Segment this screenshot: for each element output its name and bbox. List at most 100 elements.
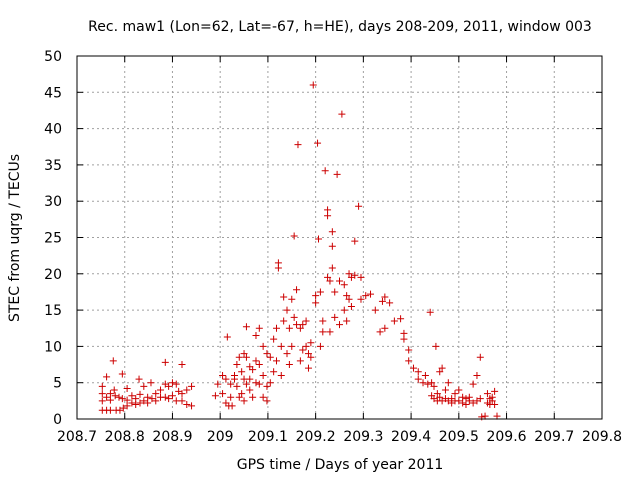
data-point-marker (157, 386, 165, 394)
data-point-marker (351, 271, 359, 279)
data-point-marker (362, 292, 370, 300)
y-tick-label: 50 (44, 49, 62, 65)
data-point-marker (307, 339, 315, 347)
data-point-marker (161, 358, 169, 366)
data-point-marker (367, 290, 375, 298)
data-point-marker (106, 390, 114, 398)
data-point-marker (255, 324, 263, 332)
data-point-marker (324, 273, 332, 281)
data-point-marker (314, 139, 322, 147)
data-point-marker (273, 324, 280, 332)
data-point-marker (165, 395, 173, 403)
data-point-marker (259, 371, 267, 379)
data-point-marker (491, 387, 499, 395)
x-tick-label: 209.6 (486, 429, 526, 445)
data-point-marker (476, 395, 484, 403)
data-point-marker (136, 390, 144, 398)
data-point-marker (409, 364, 417, 372)
data-point-marker (315, 235, 322, 243)
data-point-marker (115, 393, 123, 401)
data-point-marker (419, 379, 427, 387)
x-tick-label: 209.8 (582, 429, 622, 445)
data-point-marker (421, 371, 429, 379)
data-point-marker (183, 400, 191, 408)
data-point-marker (222, 399, 230, 407)
x-tick-label: 209 (207, 429, 234, 445)
data-point-marker (178, 361, 186, 369)
data-point-marker (238, 368, 246, 376)
data-point-marker (333, 170, 341, 178)
data-point-marker (309, 81, 317, 89)
data-point-marker (227, 393, 235, 401)
data-point-marker (465, 397, 473, 405)
x-tick-label: 208.9 (152, 429, 192, 445)
x-tick-label: 208.8 (105, 429, 145, 445)
data-point-marker (345, 270, 353, 278)
data-point-marker (444, 379, 452, 387)
data-point-marker (304, 364, 312, 372)
y-tick-label: 0 (53, 412, 62, 428)
data-point-marker (152, 397, 160, 405)
data-point-marker (430, 382, 438, 390)
data-point-marker (343, 292, 351, 300)
data-point-marker (426, 308, 434, 316)
data-point-marker (148, 395, 156, 403)
data-point-marker (285, 324, 293, 332)
data-point-marker (405, 346, 413, 354)
data-point-marker (233, 361, 241, 369)
data-point-marker (259, 342, 267, 350)
data-point-marker (432, 342, 440, 350)
data-point-marker (227, 380, 235, 388)
data-point-marker (436, 368, 444, 376)
data-point-marker (242, 353, 250, 361)
data-point-marker (378, 297, 386, 305)
data-point-marker (386, 299, 394, 307)
data-point-marker (128, 399, 136, 407)
data-point-marker (326, 328, 334, 336)
data-point-marker (459, 399, 467, 407)
data-point-marker (235, 393, 243, 401)
data-point-marker (249, 393, 257, 401)
data-point-marker (340, 281, 348, 289)
grid-lines (77, 56, 602, 419)
data-point-marker (302, 317, 310, 325)
y-axis-title: STEC from uqrg / TECUs (7, 154, 23, 322)
y-tick-label: 5 (53, 376, 62, 392)
axis-ticks (76, 55, 603, 420)
data-point-marker (128, 392, 136, 400)
data-point-marker (304, 350, 312, 358)
data-point-marker (255, 361, 263, 369)
data-point-marker (270, 335, 278, 343)
x-tick-label: 209.3 (343, 429, 383, 445)
data-point-marker (438, 364, 446, 372)
data-point-marker (355, 202, 363, 210)
data-point-marker (451, 390, 459, 398)
data-point-marker (119, 404, 127, 412)
data-point-marker (290, 232, 298, 240)
data-point-marker (381, 324, 389, 332)
data-point-marker (123, 385, 131, 393)
data-point-marker (338, 110, 346, 118)
data-point-marker (255, 380, 263, 388)
y-tick-label: 30 (44, 194, 62, 210)
data-point-marker (252, 357, 260, 365)
data-point-marker (414, 368, 422, 376)
data-point-marker (331, 288, 339, 296)
data-point-marker (263, 382, 271, 390)
data-point-marker (111, 392, 119, 400)
data-point-marker (302, 342, 310, 350)
data-points (98, 81, 501, 421)
data-point-marker (273, 357, 280, 365)
data-point-marker (266, 379, 274, 387)
data-point-marker (343, 317, 351, 325)
data-point-marker (98, 382, 106, 390)
data-point-marker (283, 306, 291, 314)
data-point-marker (280, 317, 288, 325)
data-point-marker (326, 277, 334, 285)
data-point-marker (491, 400, 499, 408)
data-point-marker (144, 399, 152, 407)
data-point-marker (283, 350, 291, 358)
data-point-marker (140, 397, 148, 405)
